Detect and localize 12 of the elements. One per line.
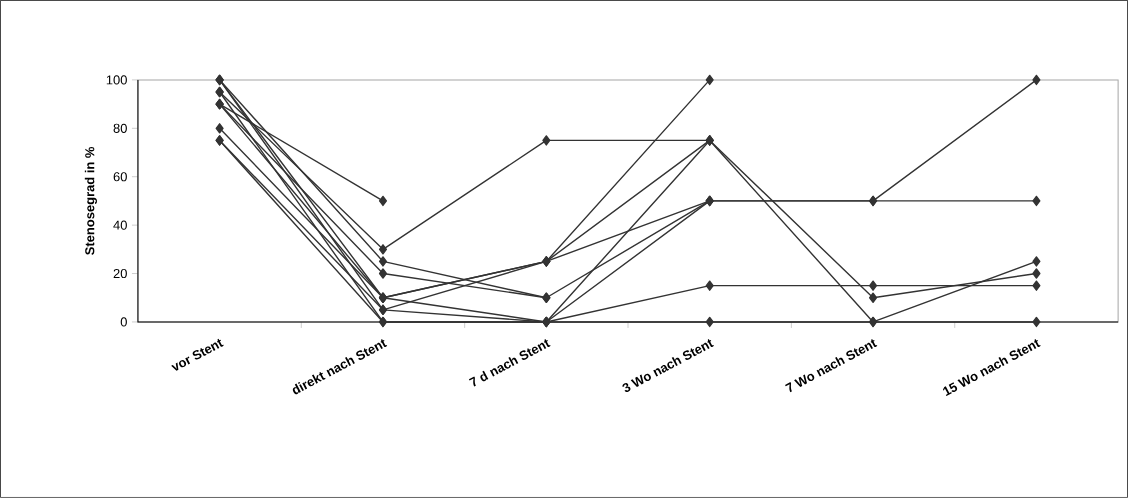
x-tick-label: 15 Wo nach Stent: [943, 339, 1041, 397]
x-tick-label: vor Stent: [171, 338, 224, 371]
x-tick-label: 7 Wo nach Stent: [785, 339, 878, 393]
y-tick-label: 20: [113, 269, 127, 279]
x-tick-label: 7 d nach Stent: [468, 339, 551, 387]
y-axis-title: Stenosegrad in %: [84, 146, 97, 255]
y-tick-label: 80: [113, 123, 127, 133]
x-tick-label: 3 Wo nach Stent: [622, 339, 714, 393]
y-tick-label: 60: [113, 172, 127, 182]
y-tick-label: 100: [106, 75, 127, 85]
y-tick-label: 40: [113, 220, 127, 230]
y-tick-label: 0: [120, 317, 127, 327]
